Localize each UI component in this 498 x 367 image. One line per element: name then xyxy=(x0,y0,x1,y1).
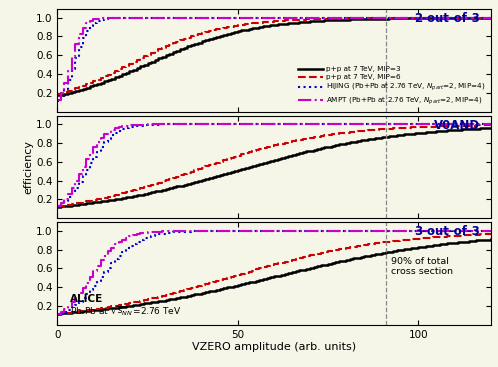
Text: V0AND: V0AND xyxy=(434,119,480,132)
Legend: p+p at 7 TeV, MIP=3, p+p at 7 TeV, MIP=6, HIJING (Pb+Pb at 2.76 TeV, $N_{part}$=: p+p at 7 TeV, MIP=3, p+p at 7 TeV, MIP=6… xyxy=(296,65,487,108)
Text: ALICE: ALICE xyxy=(70,294,104,304)
X-axis label: VZERO amplitude (arb. units): VZERO amplitude (arb. units) xyxy=(192,342,356,352)
Text: 3-out-of-3: 3-out-of-3 xyxy=(414,225,480,239)
Text: 90% of total
cross section: 90% of total cross section xyxy=(391,257,453,276)
Text: Pb-Pb at $\sqrt{s_{NN}}$=2.76 TeV: Pb-Pb at $\sqrt{s_{NN}}$=2.76 TeV xyxy=(70,304,182,317)
Y-axis label: efficiency: efficiency xyxy=(23,140,33,194)
Text: 2-out-of-3: 2-out-of-3 xyxy=(414,12,480,25)
